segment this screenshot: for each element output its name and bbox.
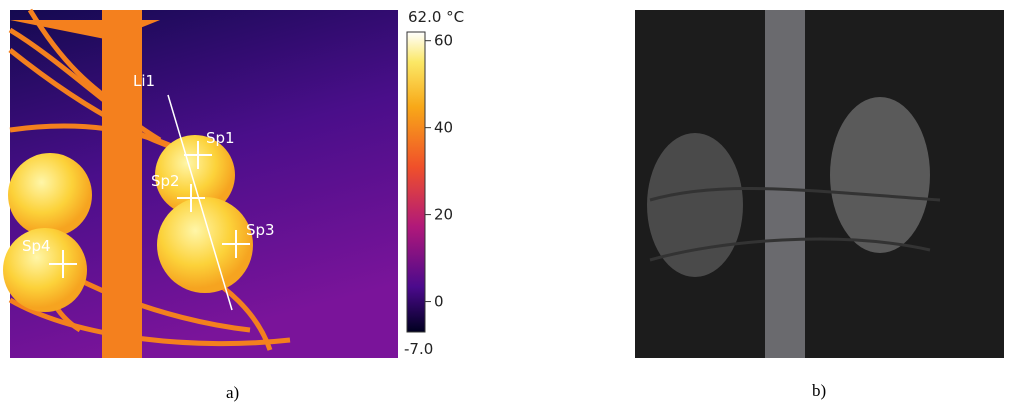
spot-label: Sp1 [206,129,235,147]
tick-label: 40 [434,119,453,137]
tick-label: 20 [434,206,453,224]
colorbar: 62.0 °C -7.0 60 40 20 0 [404,8,464,358]
colorbar-max: 62.0 °C [408,8,464,26]
spot-label: Sp2 [151,172,180,190]
thermal-image: Li1 Sp1 Sp2 Sp3 Sp4 [3,8,398,358]
panel-caption: b) [812,381,826,400]
line-label: Li1 [133,72,155,90]
spot-label: Sp4 [22,237,51,255]
colorbar-min: -7.0 [404,340,433,358]
tick-label: 0 [434,293,444,311]
panel-caption: a) [226,383,239,402]
photo [635,10,1004,358]
spot-label: Sp3 [246,221,275,239]
tick-label: 60 [434,32,453,50]
